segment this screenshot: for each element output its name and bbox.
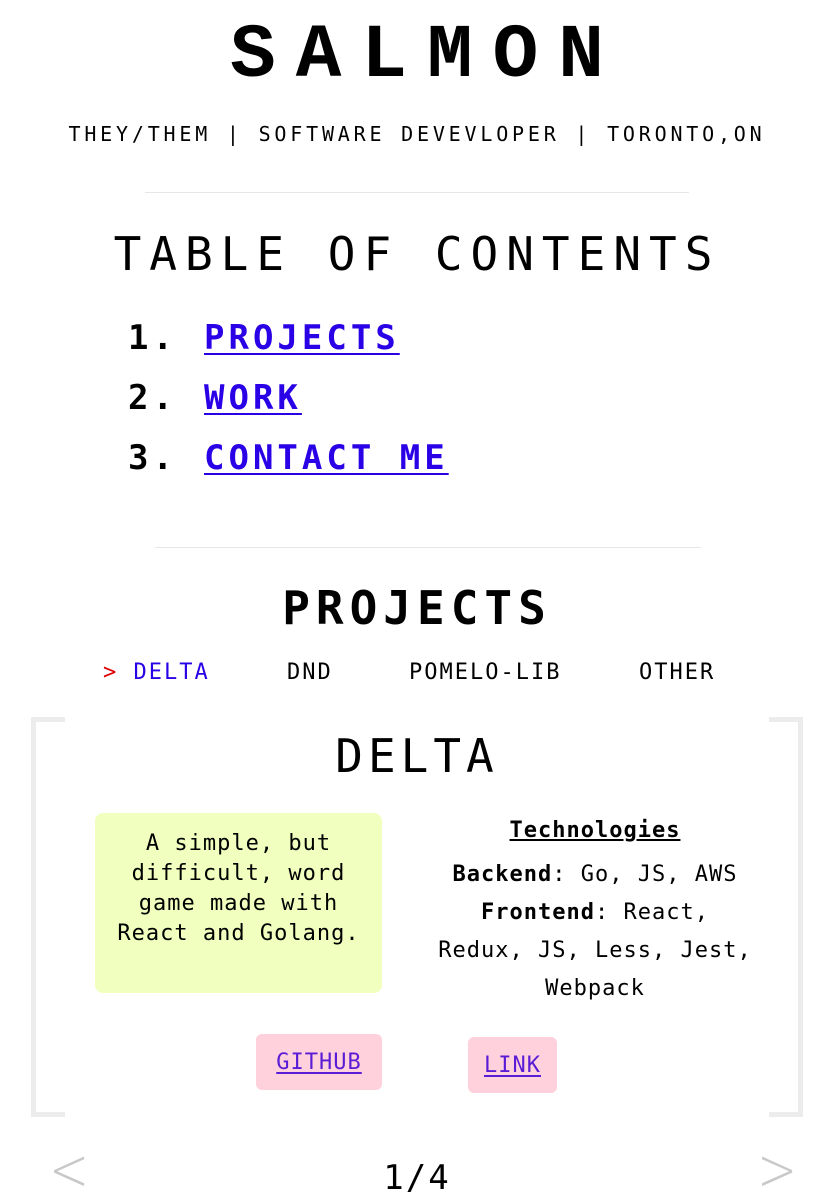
chevron-right-icon[interactable]: > (757, 1135, 798, 1194)
divider (145, 192, 689, 193)
project-description: A simple, but difficult, word game made … (95, 813, 382, 993)
toc-number: 3. (128, 438, 177, 478)
toc-item-contact: 3. CONTACT ME (128, 422, 449, 494)
toc-number: 1. (128, 318, 177, 358)
card-bracket-left (31, 717, 65, 1117)
backend-line: Backend: Go, JS, AWS (432, 856, 758, 894)
backend-value: : Go, JS, AWS (552, 862, 738, 887)
frontend-label: Frontend (481, 900, 595, 925)
project-title: DELTA (335, 729, 499, 783)
project-card (31, 717, 803, 1117)
github-button[interactable]: GITHUB (256, 1034, 382, 1090)
github-link[interactable]: GITHUB (276, 1049, 362, 1075)
projects-heading: PROJECTS (282, 581, 552, 635)
frontend-line: Frontend: React, Redux, JS, Less, Jest, … (432, 894, 758, 1008)
tab-label: DELTA (133, 660, 210, 685)
toc-item-work: 2. WORK (128, 362, 449, 434)
toc-link-work[interactable]: WORK (204, 378, 302, 418)
frontend-value: : React, Redux, JS, Less, Jest, Webpack (438, 900, 752, 1001)
site-title: SALMON (230, 13, 624, 99)
technologies-block: Technologies Backend: Go, JS, AWS Fronte… (432, 814, 758, 1008)
technologies-heading: Technologies (509, 818, 681, 843)
divider (155, 547, 701, 548)
toc-link-contact-me[interactable]: CONTACT ME (204, 438, 449, 478)
link-button[interactable]: LINK (468, 1037, 557, 1093)
site-tagline: THEY/THEM | SOFTWARE DEVEVLOPER | TORONT… (68, 122, 766, 146)
chevron-left-icon[interactable]: < (49, 1135, 90, 1194)
active-tab-marker: > (103, 660, 119, 685)
backend-label: Backend (452, 862, 553, 887)
tab-delta[interactable]: > DELTA (103, 658, 210, 688)
tab-pomelo-lib[interactable]: POMELO-LIB (409, 660, 562, 685)
pager-count: 1/4 (383, 1158, 451, 1194)
toc-list: 1. PROJECTS 2. WORK 3. CONTACT ME (128, 302, 449, 494)
tab-other[interactable]: OTHER (639, 660, 716, 685)
card-bracket-right (769, 717, 803, 1117)
project-link[interactable]: LINK (484, 1052, 541, 1078)
toc-heading: TABLE OF CONTENTS (113, 227, 721, 281)
toc-link-projects[interactable]: PROJECTS (204, 318, 400, 358)
toc-number: 2. (128, 378, 177, 418)
toc-item-projects: 1. PROJECTS (128, 302, 449, 374)
tab-dnd[interactable]: DND (287, 660, 333, 685)
